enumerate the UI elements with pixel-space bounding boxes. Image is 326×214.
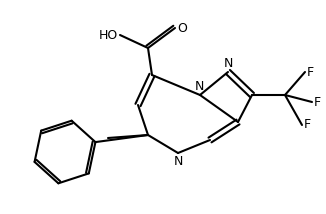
Text: N: N bbox=[173, 155, 183, 168]
Text: O: O bbox=[177, 21, 187, 34]
Text: HO: HO bbox=[99, 28, 118, 42]
Text: N: N bbox=[223, 57, 233, 70]
Text: N: N bbox=[194, 80, 204, 93]
Text: F: F bbox=[304, 119, 311, 131]
Text: F: F bbox=[314, 95, 321, 108]
Text: F: F bbox=[307, 65, 314, 79]
